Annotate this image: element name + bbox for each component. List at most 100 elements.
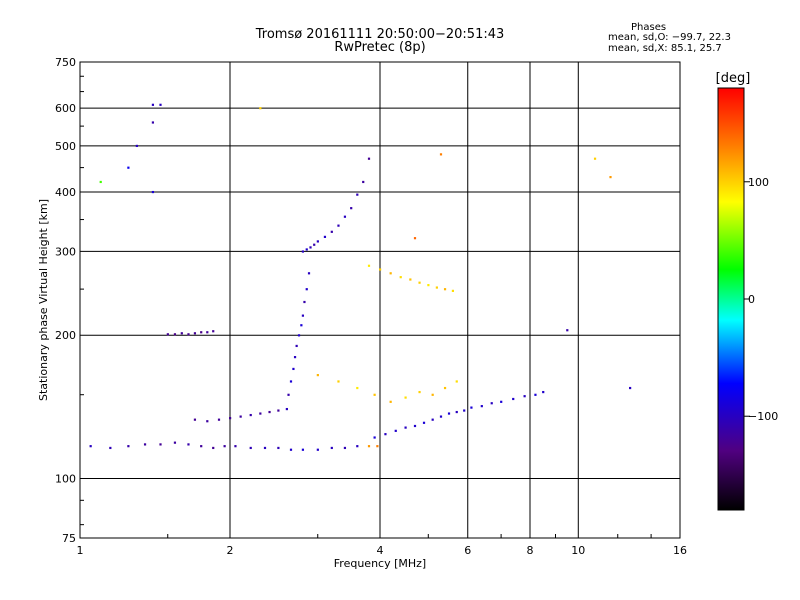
x-tick-label: 8 [527, 544, 534, 557]
data-point [356, 445, 359, 448]
data-point [166, 333, 169, 336]
y-tick-label: 600 [55, 102, 76, 115]
data-point [350, 207, 353, 210]
data-point [127, 445, 130, 448]
data-point [455, 410, 458, 414]
y-tick-label: 400 [55, 186, 76, 199]
data-point [512, 397, 515, 401]
data-point [159, 103, 162, 106]
data-point [316, 240, 319, 243]
data-point [389, 400, 392, 403]
data-point [480, 405, 483, 408]
data-point [259, 412, 262, 415]
data-point [135, 144, 138, 148]
y-axis-label: Stationary phase Virtual Height [km] [37, 199, 50, 401]
data-point [289, 448, 293, 451]
scatter-points [89, 103, 632, 451]
data-point [367, 264, 371, 267]
data-point [389, 272, 392, 275]
data-point [293, 356, 297, 359]
data-point [384, 433, 387, 436]
colorbar: [deg] 100 0 −100 [716, 71, 778, 511]
data-point [263, 446, 267, 450]
data-point [217, 418, 221, 421]
data-point [367, 157, 371, 160]
data-point [409, 278, 412, 281]
data-point [404, 396, 407, 399]
colorbar-label: [deg] [716, 71, 751, 86]
data-point [206, 331, 209, 334]
data-point [316, 374, 319, 377]
data-point [379, 268, 382, 271]
x-axis-label: Frequency [MHz] [334, 557, 426, 570]
chart-title: Tromsø 20161111 20:50:00−20:51:43 [255, 27, 505, 42]
plot-frame [79, 61, 681, 539]
x-tick-label: 16 [673, 544, 687, 557]
data-point [431, 393, 434, 396]
data-point [566, 329, 569, 332]
colorbar-ticks: 100 0 −100 [744, 176, 778, 423]
phase-stats-x-mode: mean, sd,X: 85.1, 25.7 [608, 43, 722, 54]
y-tick-label: 100 [55, 473, 76, 486]
data-point [239, 415, 242, 418]
data-point [309, 246, 312, 249]
data-point [289, 380, 293, 383]
data-point [193, 418, 197, 421]
chart-subtitle: RwPretec (8p) [334, 40, 426, 55]
data-point [127, 166, 130, 169]
x-axis-ticks: 1 2 4 6 8 10 16 [77, 534, 687, 557]
data-point [629, 386, 632, 390]
data-point [373, 393, 376, 396]
x-tick-label: 2 [227, 544, 234, 557]
data-point [193, 332, 197, 335]
data-point [316, 448, 319, 451]
data-point [534, 393, 537, 396]
data-point [159, 443, 162, 446]
data-point [362, 180, 365, 184]
y-axis-ticks: 75 100 200 300 400 500 600 750 [55, 56, 84, 545]
data-point [301, 448, 305, 451]
data-point [443, 288, 447, 291]
data-point [523, 395, 526, 398]
colorbar-gradient [717, 87, 745, 511]
data-point [277, 409, 280, 412]
data-point [376, 445, 379, 448]
data-point [394, 429, 397, 432]
data-point [151, 103, 155, 106]
data-point [323, 235, 327, 238]
data-point [542, 390, 545, 394]
data-point [151, 190, 155, 194]
data-point [151, 121, 155, 124]
data-point [343, 215, 347, 218]
data-point [295, 344, 298, 348]
data-point [418, 390, 421, 394]
data-point [439, 415, 443, 418]
data-point [609, 175, 612, 179]
phase-stats-heading: Phases [631, 22, 667, 33]
y-tick-label: 500 [55, 140, 76, 153]
x-tick-label: 1 [77, 544, 84, 557]
data-point [187, 443, 190, 446]
data-point [234, 445, 237, 448]
data-point [435, 286, 438, 289]
data-point [356, 386, 359, 390]
data-point [404, 426, 407, 429]
data-point [268, 410, 271, 414]
colorbar-tick-label: 0 [748, 293, 755, 306]
data-point [307, 272, 311, 275]
data-point [301, 250, 305, 253]
data-point [292, 367, 295, 371]
data-point [431, 418, 434, 421]
data-point [229, 417, 232, 420]
data-point [200, 331, 203, 334]
data-point [206, 420, 209, 423]
data-point [593, 157, 597, 160]
data-point [212, 446, 215, 450]
data-point [356, 193, 359, 196]
y-tick-label: 750 [55, 56, 76, 69]
data-point [249, 413, 252, 417]
data-point [418, 281, 421, 284]
data-point [212, 330, 215, 333]
data-point [413, 237, 417, 240]
